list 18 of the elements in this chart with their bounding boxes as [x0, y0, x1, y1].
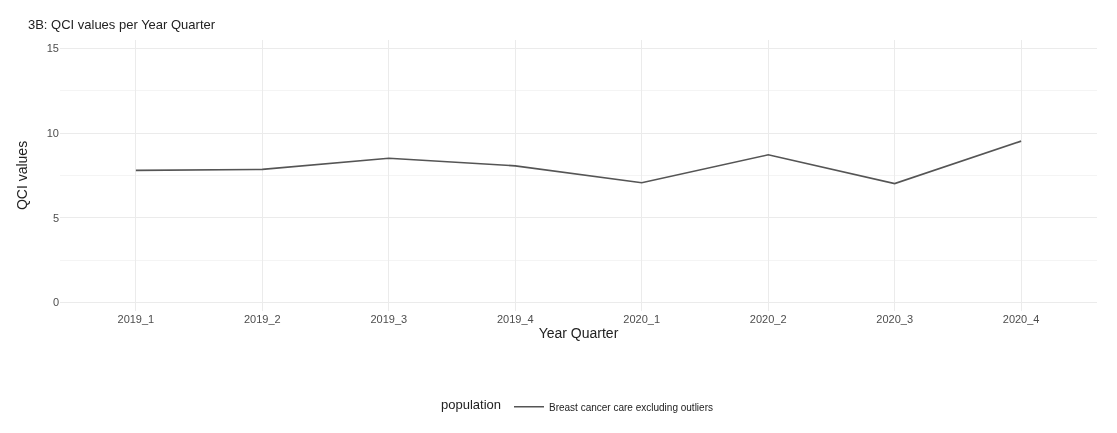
x-tick-label: 2020_2 — [749, 313, 787, 325]
legend-title: population — [441, 397, 501, 413]
x-axis-title: Year Quarter — [538, 325, 619, 342]
x-tick-label: 2019_3 — [370, 313, 408, 325]
y-tick-label: 0 — [52, 296, 59, 309]
legend-label: Breast cancer care excluding outliers — [549, 401, 713, 413]
x-tick-label: 2019_2 — [243, 313, 281, 325]
x-tick-label: 2020_3 — [876, 313, 914, 325]
x-tick-label: 2019_4 — [496, 313, 534, 325]
y-tick-label: 5 — [52, 211, 59, 224]
chart-title: 3B: QCI values per Year Quarter — [27, 16, 216, 32]
y-tick-label: 15 — [46, 42, 59, 55]
line-series — [135, 140, 1022, 185]
x-tick-label: 2019_1 — [117, 313, 155, 325]
y-axis-title: QCI values — [14, 140, 31, 211]
x-tick-label: 2020_1 — [623, 313, 661, 325]
x-tick-label: 2020_4 — [1002, 313, 1040, 325]
y-tick-label: 10 — [46, 127, 59, 140]
